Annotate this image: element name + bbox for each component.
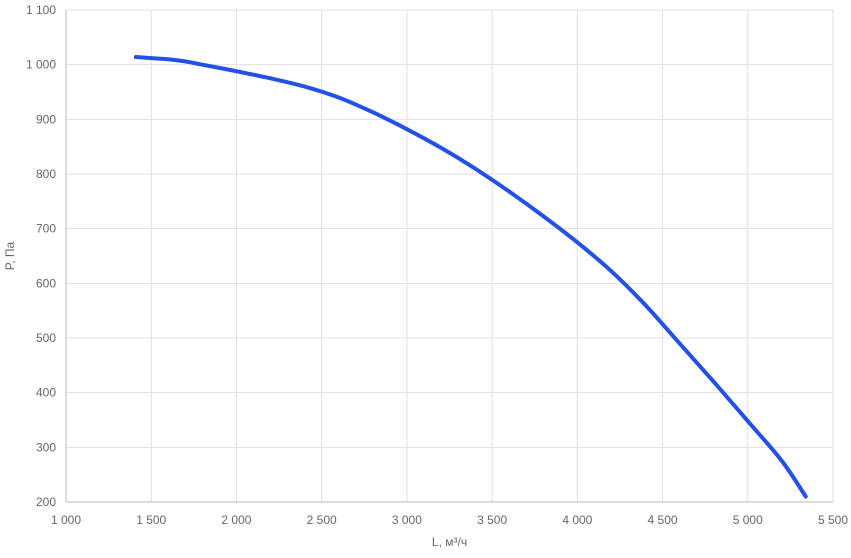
x-tick-label: 5 500 [818, 513, 848, 527]
x-tick-label: 1 000 [51, 513, 81, 527]
x-axis-label: L, м³/ч [432, 535, 467, 549]
y-tick-label: 500 [36, 331, 56, 345]
x-tick-label: 4 500 [648, 513, 678, 527]
y-tick-label: 1 100 [26, 3, 56, 17]
grid-layer [65, 9, 834, 503]
y-tick-label: 300 [36, 440, 56, 454]
y-tick-label: 200 [36, 495, 56, 509]
y-tick-label: 800 [36, 167, 56, 181]
x-tick-label: 2 500 [307, 513, 337, 527]
tick-label-layer: 1 000 1 500 2 000 2 500 3 000 3 500 4 000 4 500… [26, 3, 848, 527]
y-tick-label: 900 [36, 112, 56, 126]
x-tick-label: 2 000 [221, 513, 251, 527]
x-tick-label: 3 500 [477, 513, 507, 527]
x-tick-label: 1 500 [136, 513, 166, 527]
y-tick-label: 600 [36, 276, 56, 290]
axis-layer [65, 10, 833, 503]
x-tick-label: 3 000 [392, 513, 422, 527]
x-tick-label: 4 000 [562, 513, 592, 527]
series-line [133, 55, 808, 499]
y-tick-label: 700 [36, 222, 56, 236]
y-axis-label: P, Па [3, 241, 17, 270]
x-tick-label: 5 000 [733, 513, 763, 527]
series-layer [133, 55, 808, 499]
y-tick-label: 400 [36, 386, 56, 400]
y-tick-label: 1 000 [26, 58, 56, 72]
